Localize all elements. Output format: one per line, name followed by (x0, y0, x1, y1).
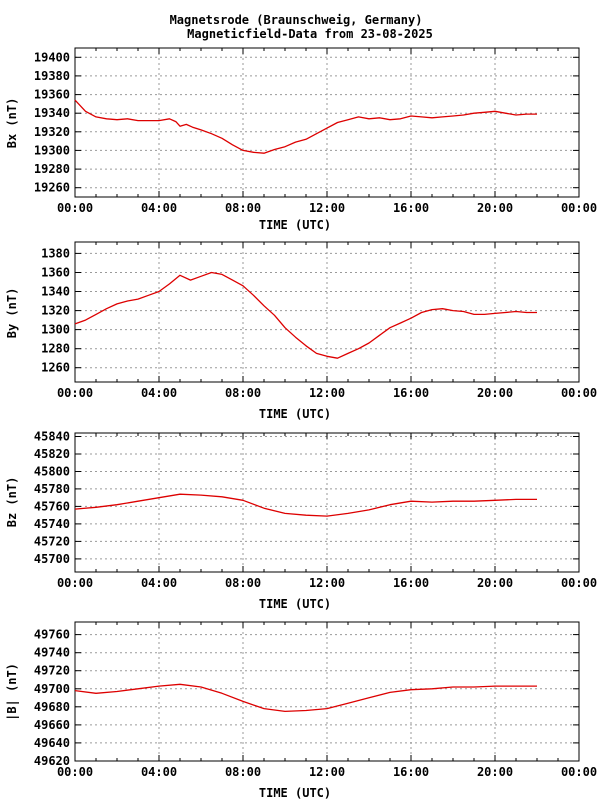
y-tick-label: 1260 (41, 361, 70, 375)
x-tick-label: 00:00 (57, 576, 93, 590)
y-tick-label: 19380 (34, 69, 70, 83)
y-tick-label: 49740 (34, 646, 70, 660)
y-tick-label: 45720 (34, 534, 70, 548)
figure-title-line1: Magnetsrode (Braunschweig, Germany) (170, 13, 423, 27)
x-tick-label: 12:00 (309, 765, 345, 779)
y-axis-label: Bz (nT) (5, 477, 19, 528)
y-tick-label: 1280 (41, 342, 70, 356)
y-tick-label: 1320 (41, 304, 70, 318)
y-tick-label: 49760 (34, 628, 70, 642)
x-tick-label: 00:00 (561, 576, 597, 590)
y-axis-label: By (nT) (5, 288, 19, 339)
x-tick-label: 00:00 (57, 765, 93, 779)
y-tick-label: 1360 (41, 266, 70, 280)
y-tick-label: 19360 (34, 88, 70, 102)
series-line (74, 493, 537, 517)
bz-panel: TIME (UTC) Bz (nT) 45700 45720 45740 45760 4… (5, 430, 597, 612)
y-tick-label: 19280 (34, 162, 70, 176)
x-tick-label: 16:00 (393, 201, 429, 215)
series-line (74, 271, 537, 359)
y-tick-label: 45800 (34, 465, 70, 479)
y-tick-label: 49660 (34, 718, 70, 732)
x-tick-label: 12:00 (309, 386, 345, 400)
y-tick-label: 49720 (34, 664, 70, 678)
y-tick-label: 49640 (34, 736, 70, 750)
y-tick-label: 19260 (34, 181, 70, 195)
x-axis-label: TIME (UTC) (259, 597, 331, 611)
x-tick-label: 08:00 (225, 201, 261, 215)
y-tick-label: 45820 (34, 447, 70, 461)
y-tick-label: 19320 (34, 125, 70, 139)
x-tick-label: 16:00 (393, 576, 429, 590)
y-tick-label: 19400 (34, 50, 70, 64)
x-axis-label: TIME (UTC) (259, 218, 331, 232)
x-tick-label: 12:00 (309, 201, 345, 215)
x-tick-label: 00:00 (57, 201, 93, 215)
x-tick-label: 08:00 (225, 576, 261, 590)
x-tick-label: 20:00 (477, 576, 513, 590)
y-tick-label: 49700 (34, 682, 70, 696)
x-tick-label: 00:00 (561, 386, 597, 400)
x-tick-label: 04:00 (141, 386, 177, 400)
x-tick-label: 20:00 (477, 201, 513, 215)
x-tick-label: 16:00 (393, 765, 429, 779)
y-tick-label: 19340 (34, 106, 70, 120)
y-tick-label: 49620 (34, 754, 70, 768)
y-tick-label: 45780 (34, 482, 70, 496)
y-axis-label: Bx (nT) (5, 98, 19, 149)
y-tick-label: 45840 (34, 430, 70, 444)
x-tick-label: 04:00 (141, 765, 177, 779)
x-tick-label: 08:00 (225, 765, 261, 779)
y-tick-label: 45740 (34, 517, 70, 531)
x-axis-label: TIME (UTC) (259, 407, 331, 421)
y-tick-label: 45760 (34, 499, 70, 513)
x-tick-label: 20:00 (477, 386, 513, 400)
series-line (74, 99, 537, 154)
x-tick-label: 00:00 (561, 765, 597, 779)
series-line (74, 683, 537, 713)
x-tick-label: 08:00 (225, 386, 261, 400)
x-tick-label: 20:00 (477, 765, 513, 779)
by-panel: TIME (UTC) By (nT) 1260 1280 1300 1320 1340 1… (5, 241, 597, 421)
x-tick-label: 04:00 (141, 576, 177, 590)
x-tick-label: 00:00 (57, 386, 93, 400)
y-tick-label: 1340 (41, 285, 70, 299)
x-tick-label: 16:00 (393, 386, 429, 400)
y-axis-label: |B| (nT) (5, 663, 19, 721)
x-tick-label: 12:00 (309, 576, 345, 590)
bx-panel: TIME (UTC) Bx (nT) 19260 19280 19300 19320 1… (5, 47, 597, 232)
x-tick-label: 00:00 (561, 201, 597, 215)
y-tick-label: 45700 (34, 552, 70, 566)
x-axis-label: TIME (UTC) (259, 786, 331, 800)
y-tick-label: 49680 (34, 700, 70, 714)
x-tick-label: 04:00 (141, 201, 177, 215)
y-tick-label: 1380 (41, 246, 70, 260)
y-tick-label: 1300 (41, 323, 70, 337)
y-tick-label: 19300 (34, 143, 70, 157)
btotal-panel: TIME (UTC) |B| (nT) 49620 49640 49660 49680… (5, 621, 597, 800)
figure-title-line2: Magneticfield-Data from 23-08-2025 (187, 27, 433, 41)
